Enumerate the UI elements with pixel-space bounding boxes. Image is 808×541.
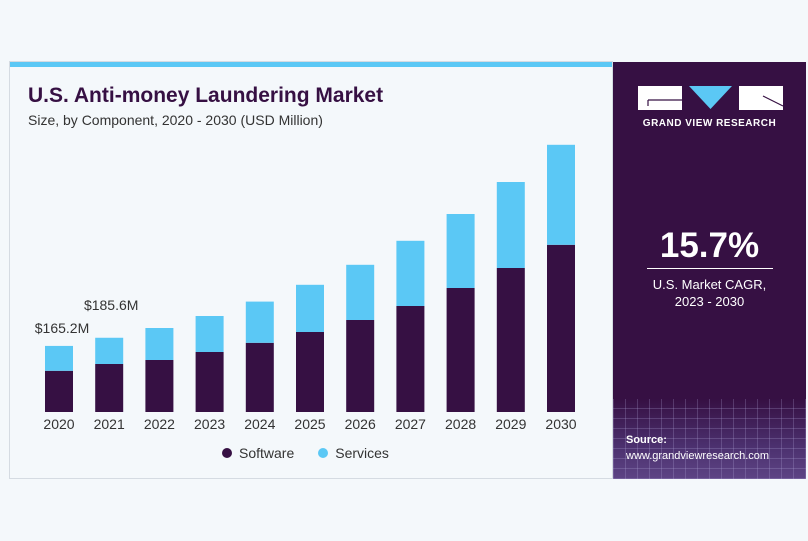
info-panel: GRAND VIEW RESEARCH 15.7% U.S. Market CA… bbox=[613, 62, 806, 479]
x-tick-label-2030: 2030 bbox=[545, 416, 576, 432]
x-tick-label-2028: 2028 bbox=[445, 416, 476, 432]
bar-services-2021 bbox=[95, 337, 124, 364]
x-tick-label-2021: 2021 bbox=[94, 416, 125, 432]
x-tick-label-2027: 2027 bbox=[395, 416, 426, 432]
bar-software-2023 bbox=[195, 352, 224, 412]
bar-services-2028 bbox=[446, 214, 475, 288]
bar-software-2026 bbox=[346, 320, 375, 412]
decorative-grid bbox=[613, 399, 806, 479]
cagr-label-line-1: U.S. Market CAGR, bbox=[652, 277, 767, 292]
chart-subtitle: Size, by Component, 2020 - 2030 (USD Mil… bbox=[28, 112, 323, 128]
bar-software-2029 bbox=[496, 268, 525, 412]
bar-services-2029 bbox=[496, 182, 525, 268]
legend-swatch-services bbox=[318, 448, 329, 459]
x-tick-label-2024: 2024 bbox=[244, 416, 275, 432]
bar-software-2030 bbox=[547, 244, 575, 412]
data-label-2020: $165.2M bbox=[35, 320, 89, 336]
bar-software-2024 bbox=[245, 342, 274, 412]
source-label: Source: bbox=[626, 434, 667, 446]
x-tick-label-2026: 2026 bbox=[345, 416, 376, 432]
data-label-2021: $185.6M bbox=[84, 297, 138, 313]
bar-chart: 2020 $165.2M 2021 $185.6M 2022 2023 2024 2025 20… bbox=[35, 144, 577, 432]
x-tick-label-2029: 2029 bbox=[495, 416, 526, 432]
bar-software-2025 bbox=[296, 332, 324, 412]
legend-swatch-software bbox=[222, 448, 232, 459]
bar-services-2020 bbox=[45, 345, 73, 371]
x-tick-label-2025: 2025 bbox=[294, 416, 325, 432]
bar-services-2022 bbox=[145, 328, 174, 360]
brand-name: GRAND VIEW RESEARCH bbox=[642, 118, 777, 129]
cagr-label: U.S. Market CAGR, 2023 - 2030 bbox=[613, 276, 806, 310]
legend-item-software: Software bbox=[222, 445, 294, 461]
bar-services-2027 bbox=[396, 240, 425, 306]
grand-view-research-logo bbox=[638, 86, 783, 110]
legend-label-services: Services bbox=[335, 445, 389, 461]
x-tick-label-2020: 2020 bbox=[43, 416, 74, 432]
bar-services-2026 bbox=[346, 264, 375, 320]
legend-label-software: Software bbox=[239, 445, 295, 461]
legend: Software Services bbox=[222, 445, 389, 461]
bar-services-2024 bbox=[245, 301, 274, 343]
bar-software-2028 bbox=[446, 288, 475, 412]
legend-item-services: Services bbox=[318, 445, 389, 461]
bar-services-2030 bbox=[547, 144, 575, 245]
x-tick-label-2022: 2022 bbox=[144, 416, 175, 432]
bar-software-2027 bbox=[396, 306, 425, 412]
bar-software-2020 bbox=[45, 370, 73, 412]
cagr-label-line-2: 2023 - 2030 bbox=[674, 294, 745, 309]
source: Source: www.grandviewresearch.com bbox=[626, 432, 769, 464]
x-tick-label-2023: 2023 bbox=[194, 416, 225, 432]
bar-services-2023 bbox=[195, 316, 224, 352]
divider bbox=[647, 268, 773, 269]
bar-services-2025 bbox=[296, 284, 324, 332]
source-url[interactable]: www.grandviewresearch.com bbox=[626, 450, 770, 462]
bar-software-2022 bbox=[145, 360, 174, 412]
chart-title: U.S. Anti-money Laundering Market bbox=[28, 84, 384, 107]
cagr-value: 15.7% bbox=[659, 226, 760, 265]
accent-strip bbox=[10, 62, 612, 67]
bar-software-2021 bbox=[95, 364, 124, 412]
